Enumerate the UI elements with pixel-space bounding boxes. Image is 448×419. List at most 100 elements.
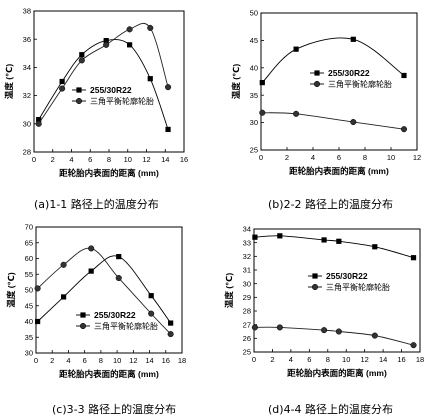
- x-tick-label: 16: [397, 355, 405, 364]
- x-tick-label: 14: [379, 355, 387, 364]
- data-point: [251, 324, 258, 331]
- data-point: [127, 42, 133, 48]
- x-tick-label: 4: [66, 356, 70, 365]
- data-point: [148, 293, 154, 299]
- chart-svg: 0 2 4 6 8 10 12 14 16 28 30 32 34 36 38 距轮胎内表面的距离 (mm) 温…: [4, 7, 188, 178]
- x-axis-label: 距轮胎内表面的距离 (mm): [287, 368, 387, 378]
- x-tick-label: 12: [142, 155, 150, 164]
- data-point: [88, 268, 94, 274]
- data-point: [259, 79, 265, 86]
- x-tick-label: 6: [88, 155, 92, 164]
- series-line: [261, 37, 405, 83]
- data-point: [103, 41, 110, 48]
- x-tick-label: 2: [270, 355, 274, 364]
- data-point: [59, 85, 66, 92]
- legend-marker: [314, 70, 320, 76]
- y-tick-label: 26: [243, 334, 251, 343]
- data-point: [115, 274, 122, 282]
- y-tick-label: 35: [250, 91, 258, 100]
- y-tick-label: 30: [243, 279, 251, 288]
- x-tick-label: 10: [387, 153, 395, 162]
- legend-label: 255/30R22: [90, 85, 132, 95]
- data-point: [410, 342, 417, 349]
- y-tick-label: 50: [250, 9, 258, 18]
- y-tick-label: 70: [25, 223, 33, 232]
- chart-caption-d: (d)4-4 路径上的温度分布: [268, 403, 394, 416]
- x-tick-label: 0: [32, 155, 36, 164]
- data-point: [165, 84, 172, 91]
- y-tick-label: 36: [23, 35, 31, 44]
- chart-caption-c: (c)3-3 路径上的温度分布: [52, 403, 177, 416]
- legend-label: 三角平衡轮廓轮胎: [94, 321, 158, 331]
- data-point: [400, 126, 408, 133]
- data-point: [167, 331, 174, 338]
- x-tick-label: 12: [129, 356, 137, 365]
- x-tick-label: 8: [326, 355, 330, 364]
- y-tick-label: 34: [243, 225, 251, 234]
- chart-svg: 0 2 4 6 8 10 12 14 16 18 30 35 40 45 50 55 60 65 70 距轮胎内表面的…: [6, 223, 186, 379]
- chart-caption-a: (a)1-1 路径上的温度分布: [34, 198, 159, 211]
- data-point: [293, 110, 300, 117]
- y-tick-label: 38: [23, 7, 31, 16]
- series-line: [38, 22, 169, 125]
- series-line: [262, 112, 405, 130]
- x-tick-label: 4: [69, 155, 73, 164]
- y-tick-label: 45: [25, 301, 33, 310]
- y-tick-label: 25: [243, 348, 251, 357]
- x-tick-label: 10: [124, 155, 132, 164]
- plot-frame: [253, 228, 421, 353]
- legend-label: 三角平衡轮廓轮胎: [90, 96, 154, 106]
- legend-marker: [313, 80, 321, 88]
- data-point: [147, 76, 153, 82]
- y-tick-label: 32: [243, 252, 251, 261]
- chart-panel-c: 0 2 4 6 8 10 12 14 16 18 30 35 40 45 50 55 60 65 70 距轮胎内表面的…: [0, 210, 222, 419]
- y-tick-label: 34: [23, 63, 31, 72]
- data-point: [165, 126, 171, 133]
- y-tick-label: 40: [25, 317, 33, 326]
- x-tick-label: 6: [307, 355, 311, 364]
- legend-label: 255/30R22: [94, 310, 136, 320]
- x-tick-label: 8: [107, 155, 111, 164]
- y-tick-label: 32: [23, 91, 31, 100]
- y-tick-label: 31: [243, 266, 251, 275]
- x-tick-label: 16: [180, 155, 188, 164]
- x-axis-label: 距轮胎内表面的距离 (mm): [289, 166, 389, 176]
- x-tick-label: 10: [113, 356, 121, 365]
- data-point: [372, 244, 378, 250]
- data-point: [277, 233, 283, 239]
- data-point: [401, 72, 407, 79]
- y-tick-label: 50: [25, 286, 33, 295]
- data-point: [276, 324, 283, 331]
- data-point: [147, 24, 154, 31]
- y-axis-label: 温度 (℃): [4, 64, 14, 99]
- y-tick-label: 65: [25, 238, 33, 247]
- y-tick-label: 40: [250, 63, 258, 72]
- x-tick-label: 4: [311, 153, 315, 162]
- legend-marker: [312, 273, 318, 279]
- data-point: [60, 261, 67, 268]
- data-point: [350, 36, 356, 42]
- data-point: [88, 245, 95, 252]
- data-point: [35, 120, 42, 127]
- y-tick-label: 30: [25, 349, 33, 358]
- x-tick-label: 2: [285, 153, 289, 162]
- y-axis-label: 温度 (℃): [231, 64, 241, 99]
- y-tick-label: 33: [243, 238, 251, 247]
- data-point: [336, 238, 342, 244]
- x-tick-label: 0: [252, 355, 256, 364]
- legend-label: 三角平衡轮廓轮胎: [326, 282, 390, 292]
- chart-svg: 0 2 4 6 8 10 12 14 16 18 25 26 27 28 29 30 31 32 33 34 距轮胎内表…: [224, 225, 424, 378]
- data-point: [60, 294, 67, 300]
- plot-frame: [35, 226, 183, 354]
- x-tick-label: 8: [363, 153, 367, 162]
- legend-marker: [80, 312, 86, 318]
- legend-label: 255/30R22: [328, 68, 370, 78]
- chart-svg: 0 2 4 6 8 10 12 25 30 35 40 45 50 距轮胎内表面的距离 (mm) 温度 (℃…: [231, 9, 421, 176]
- y-tick-label: 30: [250, 118, 258, 127]
- x-tick-label: 4: [289, 355, 293, 364]
- data-point: [116, 254, 122, 260]
- x-tick-label: 2: [51, 155, 55, 164]
- x-tick-label: 0: [259, 153, 263, 162]
- legend-marker: [79, 322, 87, 330]
- data-point: [371, 332, 378, 339]
